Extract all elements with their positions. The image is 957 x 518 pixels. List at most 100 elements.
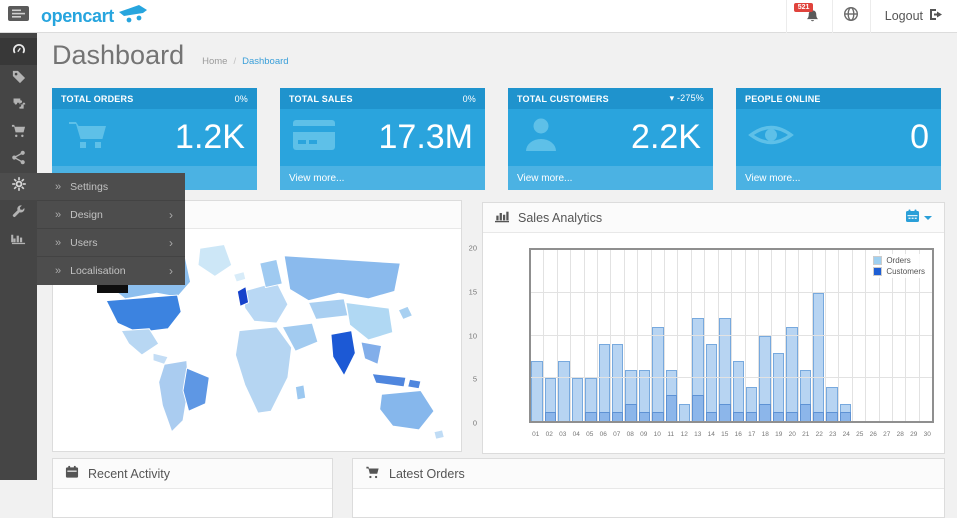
sidebar (0, 33, 37, 480)
sidebar-item-sales[interactable] (0, 119, 37, 146)
system-flyout-menu: » Settings » Design › » Users › » Locali… (37, 173, 185, 285)
tile-people-online: PEOPLE ONLINE 0 View more... (736, 88, 941, 190)
legend-label: Orders (886, 256, 911, 265)
chart-bar (839, 412, 852, 421)
chart-xtick: 06 (599, 431, 607, 438)
chart-bar (652, 412, 664, 421)
tile-value: 17.3M (378, 118, 474, 156)
sidebar-item-marketing[interactable] (0, 146, 37, 173)
tile-change: 0% (462, 93, 476, 104)
recent-activity-header: Recent Activity (53, 459, 332, 489)
chevrons-right-icon: » (55, 180, 62, 193)
sidebar-item-catalog[interactable] (0, 65, 37, 92)
chart-bar (638, 369, 651, 421)
chart-bar (745, 412, 758, 421)
chart-bar (665, 395, 677, 421)
chart-xtick: 25 (856, 431, 864, 438)
flyout-item-users[interactable]: » Users › (37, 229, 185, 257)
cart-icon (11, 123, 26, 143)
chart-column (531, 250, 545, 421)
chart-xtick: 09 (640, 431, 648, 438)
sidebar-item-dashboard[interactable] (0, 38, 37, 65)
chart-xtick: 10 (653, 431, 661, 438)
tile-label: TOTAL SALES (289, 93, 353, 104)
sidebar-item-tools[interactable] (0, 200, 37, 227)
notifications-button[interactable]: 521 (785, 0, 832, 33)
chart-column (813, 250, 826, 421)
chart-bar (705, 412, 718, 421)
chart-xtick: 29 (910, 431, 918, 438)
legend-swatch (873, 267, 883, 276)
chart-bar (786, 412, 798, 421)
breadcrumb-current[interactable]: Dashboard (242, 56, 289, 67)
chart-xtick: 22 (815, 431, 823, 438)
chart-xtick: 26 (869, 431, 877, 438)
view-more-link[interactable]: View more... (736, 166, 941, 190)
chart-column (652, 250, 666, 421)
chart-xtick: 05 (586, 431, 594, 438)
store-front-button[interactable] (831, 0, 870, 33)
chart-bar (759, 335, 771, 421)
tag-icon (11, 69, 26, 89)
chart-column (893, 250, 907, 421)
latest-orders-header: Latest Orders (353, 459, 944, 489)
flyout-item-label: Settings (70, 180, 109, 193)
tile-change: 0% (234, 93, 248, 104)
topbar-actions: 521 Logout (785, 0, 957, 33)
calendar-icon (905, 209, 920, 226)
chevrons-right-icon: » (55, 208, 62, 221)
chart-bar (786, 326, 798, 421)
tile-total-customers: TOTAL CUSTOMERS ▾ -275% 2.2K View more... (508, 88, 713, 190)
chart-column (585, 250, 599, 421)
sidebar-item-reports[interactable] (0, 227, 37, 254)
chart-column (839, 250, 853, 421)
chart-xtick: 11 (667, 431, 675, 438)
breadcrumb: Home / Dashboard (202, 56, 288, 67)
chart-column (853, 250, 867, 421)
chart-xtick: 15 (721, 431, 729, 438)
chart-column (719, 250, 733, 421)
chart-bar (625, 403, 637, 421)
legend-swatch (873, 256, 883, 265)
stat-tiles: TOTAL ORDERS 0% 1.2K View more... TOTAL S… (52, 88, 941, 190)
view-more-link[interactable]: View more... (280, 166, 485, 190)
chart-column (906, 250, 920, 421)
wrench-icon (11, 204, 26, 224)
chart-column (571, 250, 585, 421)
chart-bar (678, 403, 691, 421)
chart-bar (585, 412, 597, 421)
chart-column (544, 250, 558, 421)
sidebar-item-system[interactable] (0, 173, 37, 200)
chart-column (826, 250, 840, 421)
chart-column (786, 250, 800, 421)
view-more-link[interactable]: View more... (508, 166, 713, 190)
logout-button[interactable]: Logout (869, 0, 957, 33)
tile-label: TOTAL CUSTOMERS (517, 93, 609, 104)
flyout-item-localisation[interactable]: » Localisation › (37, 257, 185, 285)
tile-value: 2.2K (631, 118, 701, 156)
page-title: Dashboard (52, 40, 185, 70)
date-range-dropdown[interactable] (905, 209, 932, 226)
opencart-cart-icon (118, 4, 148, 29)
credit-card-icon (292, 118, 336, 157)
breadcrumb-home[interactable]: Home (202, 56, 228, 67)
chart-xtick: 27 (883, 431, 891, 438)
sidebar-item-extensions[interactable] (0, 92, 37, 119)
menu-toggle-button[interactable] (0, 0, 37, 33)
chart-column (678, 250, 692, 421)
opencart-logo[interactable]: opencart (41, 4, 148, 29)
chevrons-right-icon: » (55, 265, 62, 277)
chart-column (759, 250, 773, 421)
cart-icon (365, 465, 380, 482)
chart-bar (544, 412, 557, 421)
bell-icon (799, 3, 820, 29)
chart-bar (745, 386, 758, 421)
chart-xtick: 20 (788, 431, 796, 438)
chart-column (638, 250, 652, 421)
chart-bar (772, 352, 785, 421)
flyout-item-design[interactable]: » Design › (37, 201, 185, 229)
gear-icon (11, 176, 27, 197)
flyout-item-settings[interactable]: » Settings (37, 173, 185, 201)
caret-down-icon (924, 215, 932, 220)
chart-column (799, 250, 813, 421)
